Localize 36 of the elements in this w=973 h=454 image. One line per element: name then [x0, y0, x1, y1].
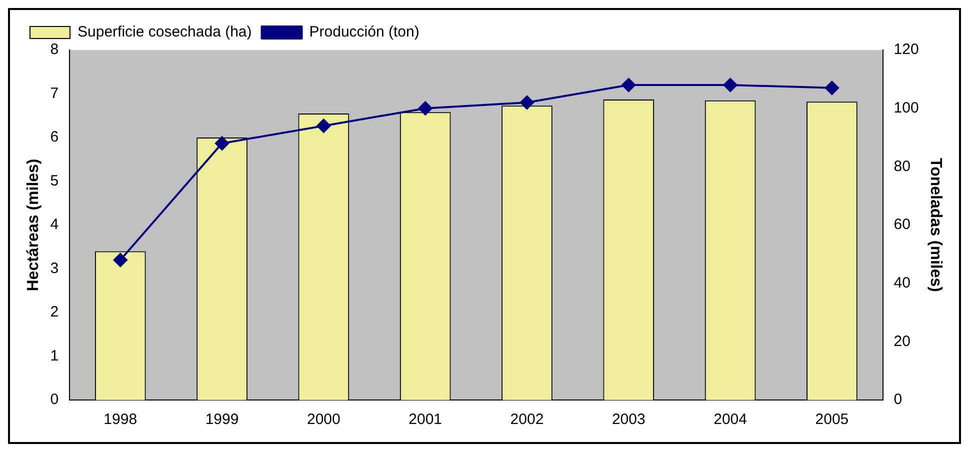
- y-tick-label: 1: [50, 347, 59, 364]
- y-tick-label: 6: [50, 128, 59, 146]
- y-tick-label: 2: [50, 304, 59, 321]
- y-tick-label: 0: [50, 391, 59, 408]
- point: [520, 96, 534, 110]
- y-tick-label: 5: [50, 172, 59, 190]
- point: [723, 78, 738, 92]
- x-tick-label: 2004: [714, 411, 747, 428]
- x-tick-label: 2001: [408, 411, 442, 428]
- point: [824, 80, 839, 95]
- x-tick-label: 2003: [612, 411, 646, 428]
- point: [215, 136, 230, 150]
- x-tick-label: 1998: [104, 411, 138, 428]
- y-tick-label: 7: [50, 84, 59, 102]
- y-axis-title: Hectáreas (miles): [25, 158, 42, 292]
- y-tick-label: 8: [50, 41, 59, 58]
- legend-label: Producción (ton): [309, 24, 420, 41]
- x-tick-label: 2002: [510, 411, 544, 428]
- y2-tick-label: 120: [894, 41, 919, 58]
- y2-tick-label: 80: [894, 158, 910, 175]
- y-tick-label: 4: [50, 216, 59, 234]
- y2-tick-label: 60: [894, 216, 910, 234]
- y2-tick-label: 20: [894, 332, 910, 350]
- x-tick-label: 2005: [815, 411, 849, 428]
- y2-tick-label: 100: [894, 99, 919, 116]
- point: [622, 78, 636, 92]
- y-tick-label: 3: [50, 260, 59, 277]
- point: [113, 253, 128, 267]
- y2-tick-label: 0: [894, 391, 902, 408]
- point: [316, 118, 331, 133]
- x-tick-label: 2000: [306, 411, 340, 428]
- legend-label: Superficie cosechada (ha): [78, 24, 252, 41]
- y2-tick-label: 40: [894, 274, 910, 292]
- y2-axis-title: Toneladas (miles): [926, 158, 944, 292]
- x-tick-label: 1999: [205, 411, 239, 428]
- point: [418, 101, 432, 116]
